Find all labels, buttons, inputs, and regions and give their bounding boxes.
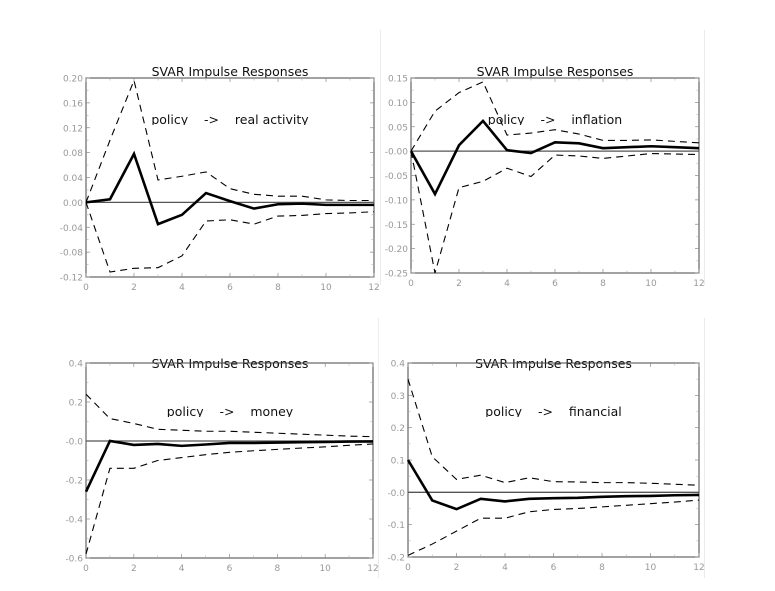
y-tick-label: 0.2 — [391, 424, 405, 434]
x-tick-label: 2 — [131, 283, 137, 293]
x-tick-label: 0 — [405, 563, 411, 573]
series-lower-band — [410, 151, 700, 274]
y-tick-label: -0.25 — [385, 270, 408, 280]
x-tick-label: 0 — [83, 564, 89, 574]
x-tick-label: 6 — [227, 283, 233, 293]
y-tick-label: -0.4 — [65, 516, 83, 526]
x-tick-label: 4 — [179, 283, 185, 293]
y-tick-label: 0.08 — [63, 149, 83, 159]
panel-separator-vertical-bottom — [378, 318, 379, 578]
y-tick-label: 0.12 — [63, 124, 83, 134]
chart-title-inflation: SVAR Impulse Responses policy -> inflati… — [411, 32, 699, 141]
x-tick-label: 12 — [693, 279, 704, 289]
y-tick-label: -0.20 — [385, 245, 409, 255]
y-tick-label: 0.2 — [69, 399, 83, 409]
x-tick-label: 12 — [368, 283, 379, 293]
x-tick-label: 8 — [600, 279, 606, 289]
x-tick-label: 6 — [227, 564, 233, 574]
series-response — [84, 439, 374, 493]
y-tick-label: -0.6 — [65, 555, 83, 565]
x-tick-label: 10 — [319, 564, 331, 574]
y-tick-label: 0.04 — [63, 174, 83, 184]
x-tick-label: 10 — [645, 279, 657, 289]
x-tick-label: 6 — [552, 279, 558, 289]
y-tick-label: -0.05 — [385, 172, 408, 182]
chart-title-real-activity: SVAR Impulse Responses policy -> real ac… — [86, 32, 374, 141]
chart-subtitle: policy -> financial — [485, 404, 622, 417]
y-tick-label: -0.2 — [65, 477, 83, 487]
x-tick-label: 4 — [179, 564, 185, 574]
y-tick-label: 0.3 — [391, 392, 405, 402]
chart-title-money: SVAR Impulse Responses policy -> money — [86, 324, 374, 433]
x-tick-label: 0 — [408, 279, 414, 289]
y-tick-label: 0.20 — [63, 75, 83, 85]
x-tick-label: 10 — [320, 283, 332, 293]
y-tick-label: -0.2 — [387, 554, 405, 564]
chart-title: SVAR Impulse Responses — [475, 356, 632, 371]
y-tick-label: -0.15 — [385, 221, 408, 231]
panel-separator-vertical-top-right — [704, 30, 705, 285]
y-tick-label: 0.1 — [391, 457, 405, 467]
panel-separator-vertical-bottom-right — [704, 318, 705, 578]
y-tick-label: 0.15 — [388, 75, 408, 85]
series-lower-band — [85, 202, 375, 273]
y-tick-label: -0.08 — [60, 249, 84, 259]
series-response — [406, 459, 700, 511]
y-tick-label: 0.05 — [388, 123, 408, 133]
x-tick-label: 2 — [131, 564, 137, 574]
y-tick-label: -0.10 — [385, 196, 409, 206]
y-tick-label: -0.0 — [65, 438, 83, 448]
chart-title: SVAR Impulse Responses — [476, 64, 634, 79]
chart-title: SVAR Impulse Responses — [151, 356, 309, 371]
series-response — [85, 150, 374, 226]
y-tick-label: -0.0 — [387, 489, 405, 499]
x-tick-label: 0 — [83, 283, 89, 293]
x-tick-label: 12 — [693, 563, 704, 573]
x-tick-label: 2 — [456, 279, 462, 289]
x-tick-label: 12 — [367, 564, 378, 574]
series-lower-band — [85, 443, 374, 555]
y-tick-label: 0.00 — [63, 199, 83, 209]
y-tick-label: -0.00 — [385, 148, 409, 158]
y-tick-label: 0.4 — [69, 360, 84, 370]
x-tick-label: 8 — [274, 564, 280, 574]
x-tick-label: 6 — [551, 563, 557, 573]
x-tick-label: 2 — [454, 563, 460, 573]
y-tick-label: 0.4 — [391, 360, 406, 370]
chart-title: SVAR Impulse Responses — [151, 64, 309, 79]
y-tick-label: -0.12 — [60, 274, 83, 284]
y-tick-label: 0.16 — [63, 99, 83, 109]
x-tick-label: 8 — [275, 283, 281, 293]
chart-subtitle: policy -> inflation — [487, 112, 623, 125]
y-tick-label: 0.10 — [388, 99, 408, 109]
panel-separator-vertical-top — [380, 30, 381, 285]
x-tick-label: 4 — [502, 563, 508, 573]
x-tick-label: 8 — [599, 563, 605, 573]
series-lower-band — [407, 499, 700, 556]
chart-subtitle: policy -> real activity — [151, 112, 309, 125]
chart-subtitle: policy -> money — [166, 404, 294, 417]
y-tick-label: -0.04 — [60, 224, 84, 234]
y-tick-label: -0.1 — [387, 521, 405, 531]
chart-title-financial: SVAR Impulse Responses policy -> financi… — [408, 324, 699, 433]
x-tick-label: 10 — [645, 563, 657, 573]
x-tick-label: 4 — [504, 279, 510, 289]
